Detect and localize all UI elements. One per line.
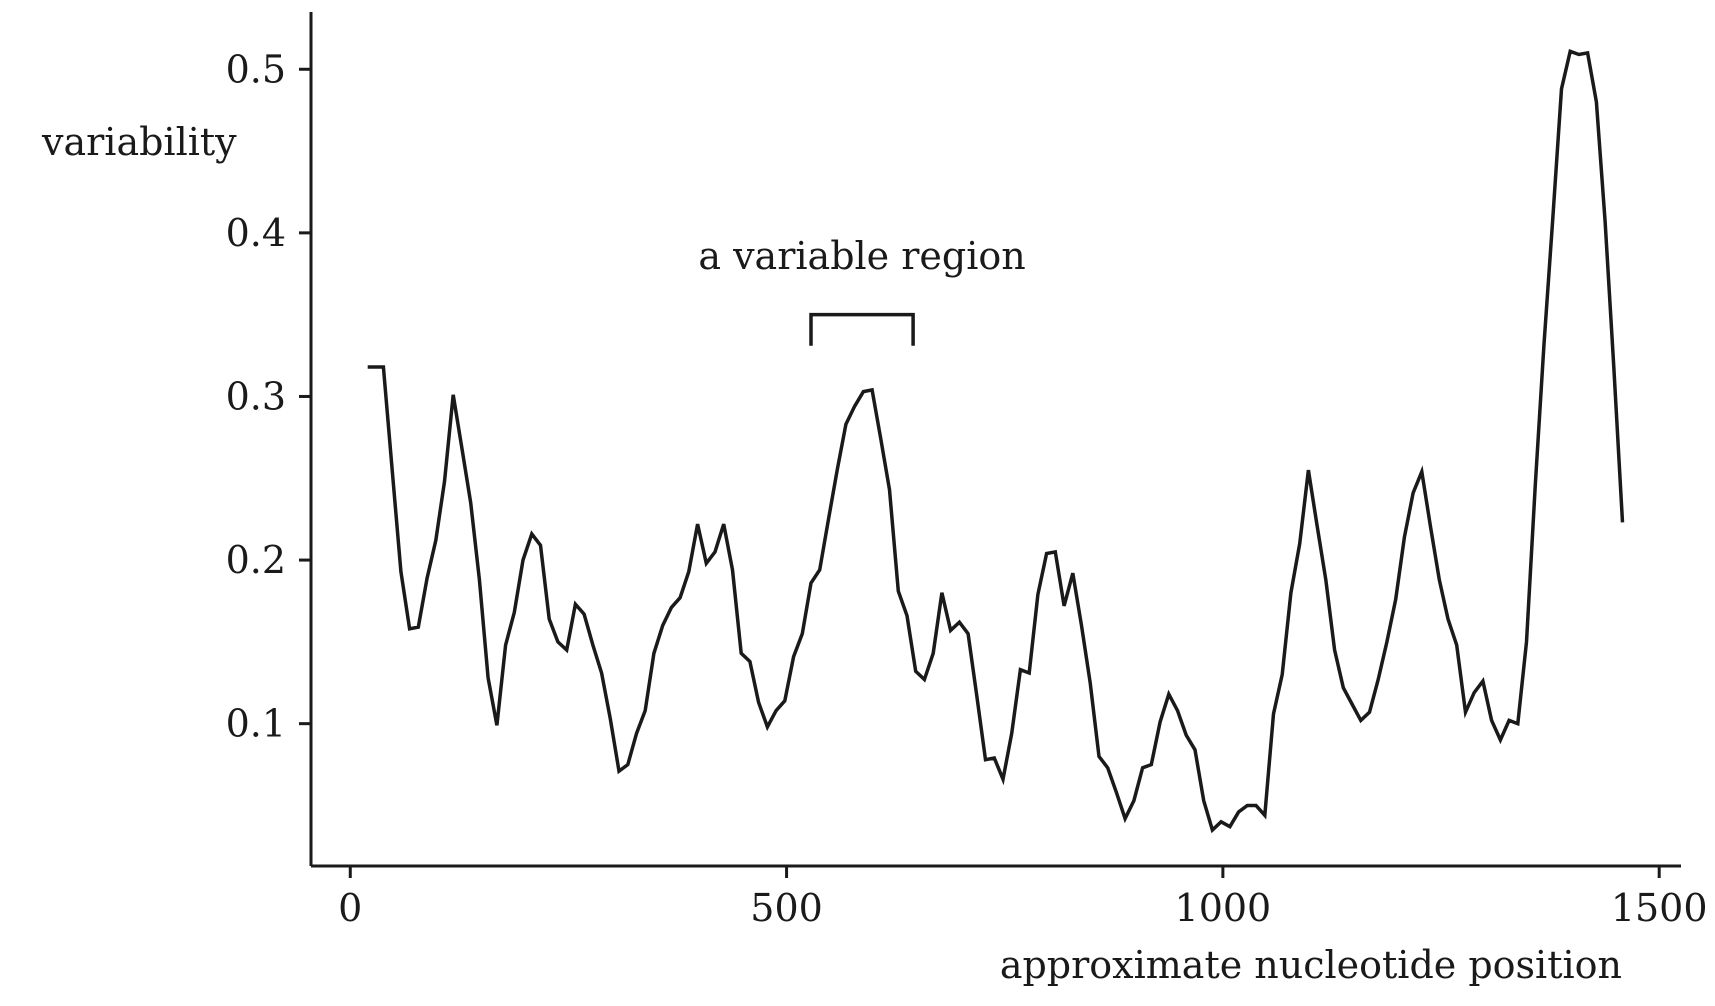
axes <box>309 12 1681 868</box>
y-ticks: 0.1 0.2 0.3 0.4 0.5 <box>226 47 311 746</box>
variable-region-label: a variable region <box>698 234 1025 278</box>
series-line-variability <box>367 48 1625 834</box>
x-tick-label: 1000 <box>1175 886 1272 930</box>
x-tick-label: 500 <box>750 886 823 930</box>
y-tick-label: 0.1 <box>226 702 286 746</box>
annotations: a variable region <box>698 234 1026 346</box>
variable-region-bracket <box>809 312 915 346</box>
x-ticks: 0 500 1000 1500 <box>338 866 1708 930</box>
x-tick-label: 1500 <box>1611 886 1708 930</box>
x-axis-title: approximate nucleotide position <box>1000 943 1622 987</box>
y-tick-label: 0.3 <box>226 374 286 418</box>
y-tick-label: 0.4 <box>226 211 286 255</box>
y-axis-title: variability <box>41 120 237 164</box>
y-tick-label: 0.2 <box>226 538 286 582</box>
y-tick-label: 0.5 <box>226 47 286 91</box>
series-group <box>367 48 1625 834</box>
x-tick-label: 0 <box>338 886 362 930</box>
